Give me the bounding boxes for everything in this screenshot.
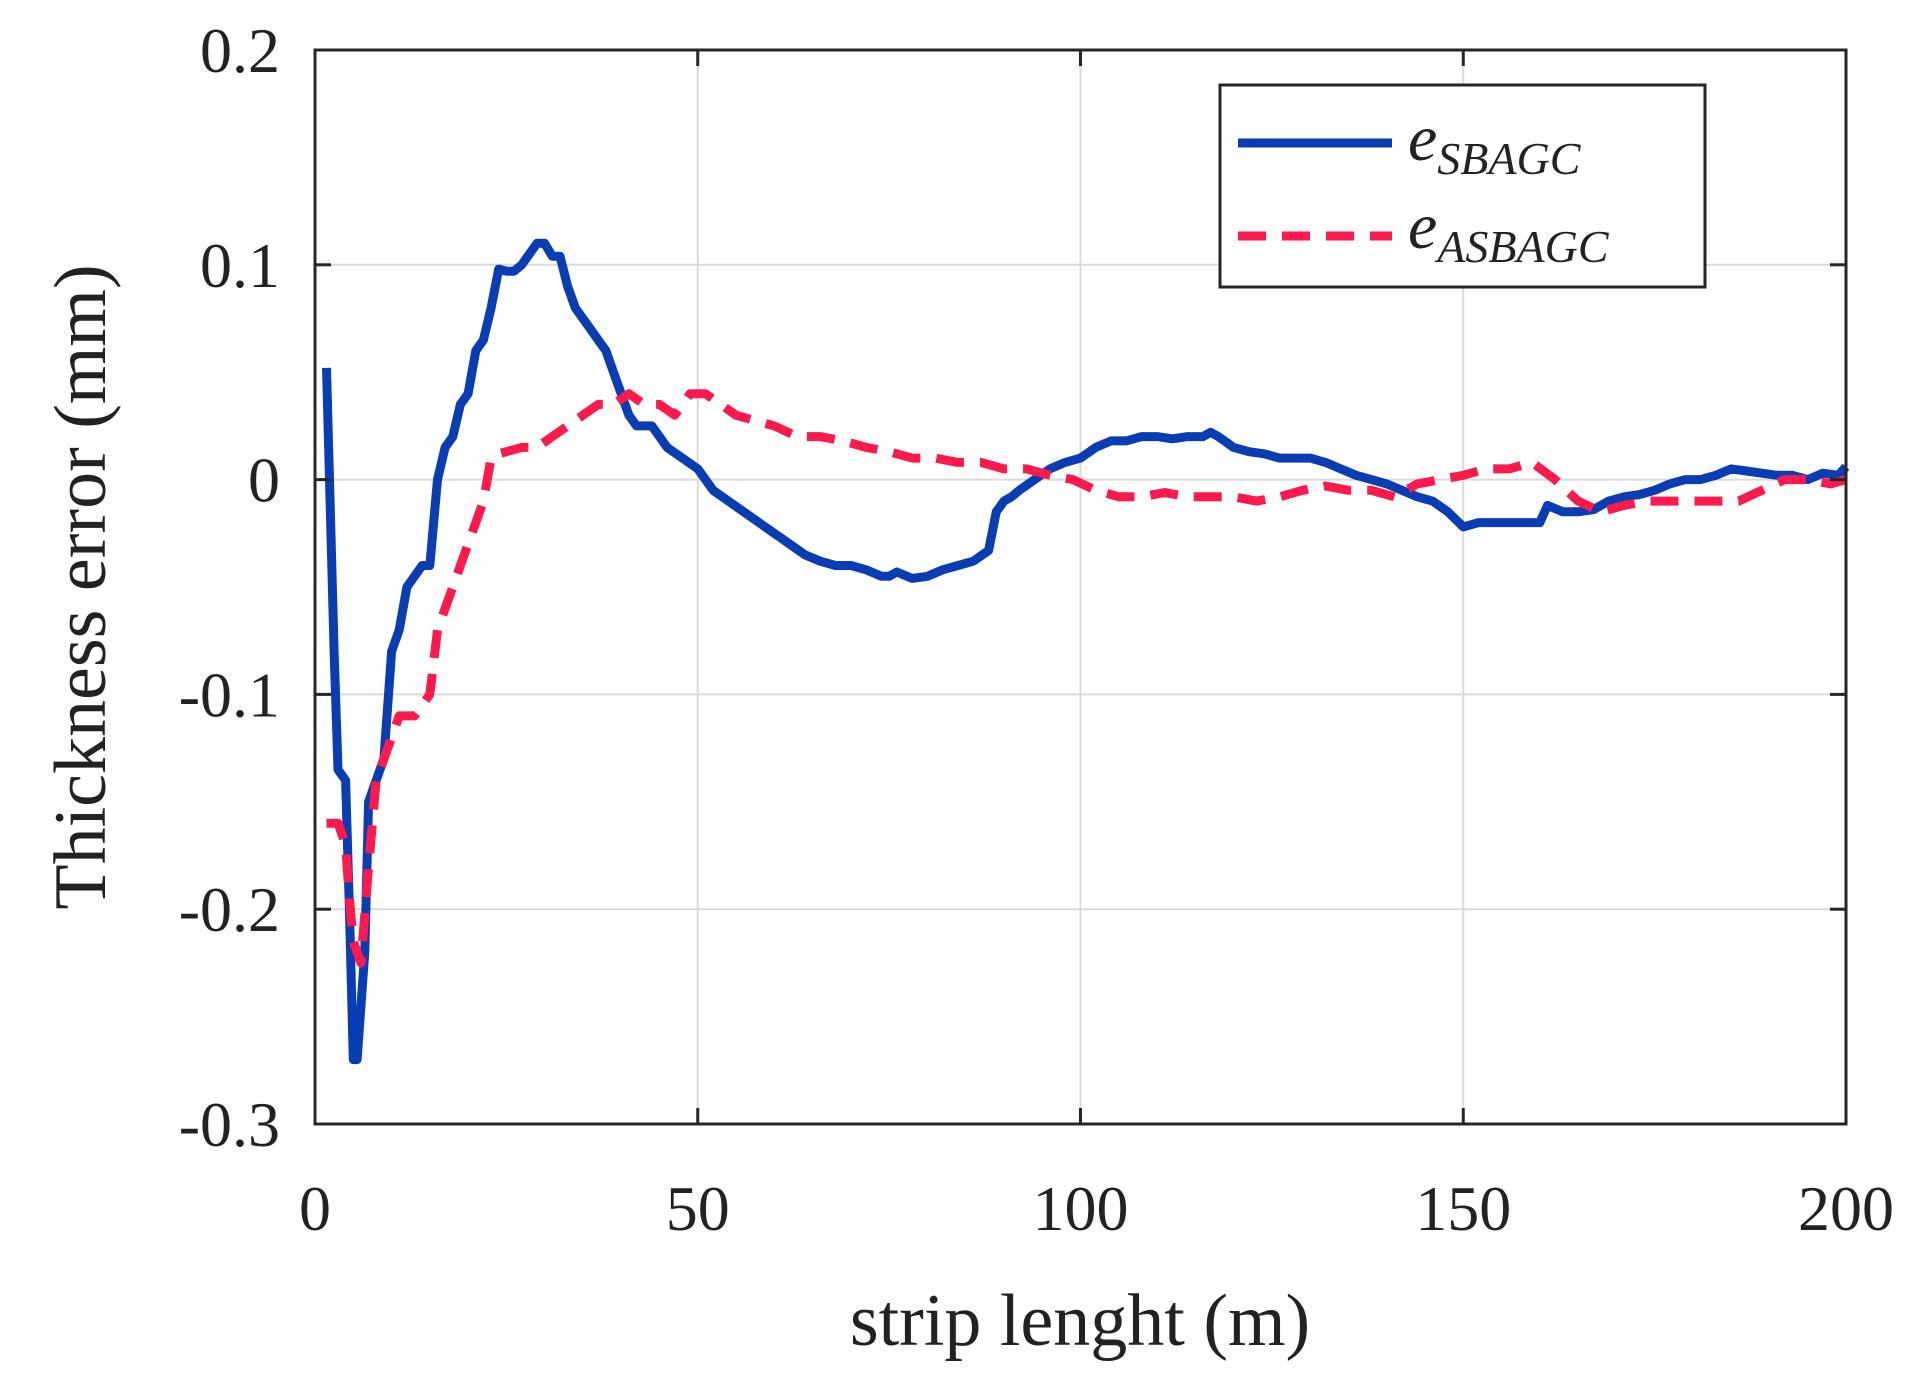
x-tick-label: 0 bbox=[299, 1173, 331, 1244]
legend-label-asbagc-sub: ASBAGC bbox=[1434, 221, 1610, 272]
y-axis-tick-labels: 0.2 0.1 0 -0.1 -0.2 -0.3 bbox=[179, 15, 280, 1160]
legend-label-sbagc-main: e bbox=[1408, 102, 1437, 175]
y-tick-label: -0.1 bbox=[179, 659, 280, 730]
x-tick-label: 150 bbox=[1415, 1173, 1511, 1244]
y-axis-label: Thickness error (mm) bbox=[40, 264, 122, 909]
legend: eSBAGC eASBAGC bbox=[1218, 83, 1707, 289]
y-tick-label: -0.3 bbox=[179, 1089, 280, 1160]
x-axis-tick-labels: 0 50 100 150 200 bbox=[299, 1173, 1894, 1244]
axis-ticks bbox=[313, 48, 1848, 1126]
legend-box bbox=[1218, 83, 1707, 289]
y-tick-label: 0 bbox=[248, 445, 280, 516]
x-axis-label: strip lenght (m) bbox=[850, 1280, 1310, 1362]
y-tick-label: 0.2 bbox=[200, 15, 280, 86]
y-tick-label: -0.2 bbox=[179, 874, 280, 945]
x-tick-label: 200 bbox=[1798, 1173, 1894, 1244]
series-line-asbagc bbox=[326, 389, 1848, 968]
legend-label-sbagc-sub: SBAGC bbox=[1437, 133, 1581, 184]
legend-label-asbagc: eASBAGC bbox=[1408, 190, 1610, 272]
y-tick-label: 0.1 bbox=[200, 230, 280, 301]
series-line-sbagc bbox=[322, 238, 1850, 1065]
x-tick-label: 100 bbox=[1033, 1173, 1129, 1244]
legend-label-sbagc: eSBAGC bbox=[1408, 102, 1582, 184]
series-layer bbox=[322, 238, 1850, 1065]
legend-label-asbagc-main: e bbox=[1408, 190, 1437, 263]
x-tick-label: 50 bbox=[666, 1173, 730, 1244]
